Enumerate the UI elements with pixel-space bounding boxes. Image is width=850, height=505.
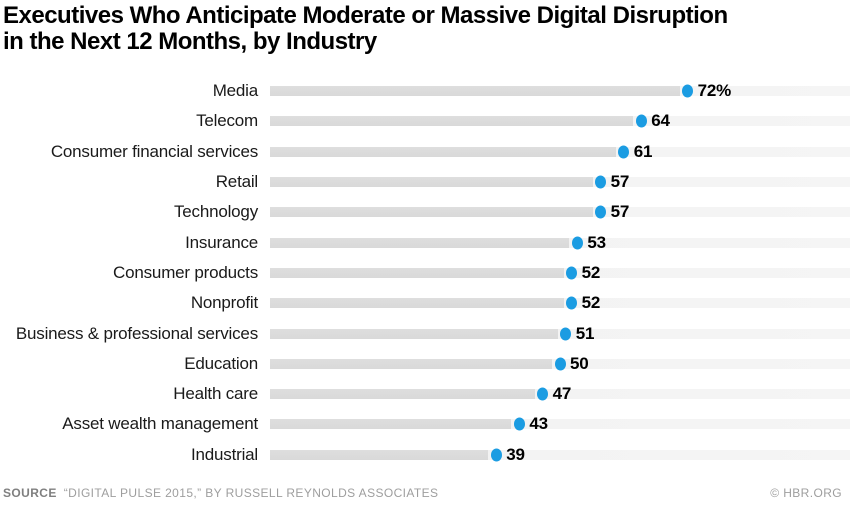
row-label: Telecom xyxy=(196,111,258,131)
bar-area: 72% xyxy=(270,76,850,106)
data-point-dot xyxy=(566,296,578,310)
bar-area: 64 xyxy=(270,106,850,136)
bar-area: 47 xyxy=(270,379,850,409)
bar-fill xyxy=(270,358,552,369)
bar-track xyxy=(270,419,850,430)
data-point-dot xyxy=(566,266,578,280)
data-point-dot xyxy=(554,357,566,371)
bar-fill xyxy=(270,328,558,339)
chart-row: Consumer products 52 xyxy=(0,258,850,288)
bar-area: 61 xyxy=(270,137,850,167)
bar-fill xyxy=(270,419,512,430)
chart-row: Insurance 53 xyxy=(0,227,850,257)
chart-rows: Media 72% Telecom 64 Consumer financial … xyxy=(0,76,850,470)
source-text: “DIGITAL PULSE 2015,” BY RUSSELL REYNOLD… xyxy=(63,486,439,500)
bar-fill xyxy=(270,237,570,248)
chart-row: Telecom 64 xyxy=(0,106,850,136)
value-label: 51 xyxy=(575,323,595,343)
data-point-dot xyxy=(618,145,630,159)
row-label: Insurance xyxy=(185,232,258,252)
row-label: Retail xyxy=(215,172,258,192)
data-point-dot xyxy=(595,175,607,189)
data-point-dot xyxy=(595,205,607,219)
value-label: 57 xyxy=(610,202,630,222)
source-line: SOURCE “DIGITAL PULSE 2015,” BY RUSSELL R… xyxy=(3,486,438,500)
row-label: Nonprofit xyxy=(190,293,258,313)
bar-area: 52 xyxy=(270,288,850,318)
data-point-dot xyxy=(513,417,525,431)
bar-fill xyxy=(270,86,680,97)
chart-row: Consumer financial services 61 xyxy=(0,137,850,167)
data-point-dot xyxy=(490,448,502,462)
bar-area: 57 xyxy=(270,167,850,197)
data-point-dot xyxy=(537,387,549,401)
row-label: Consumer products xyxy=(113,262,258,282)
bar-fill xyxy=(270,207,593,218)
bar-fill xyxy=(270,267,564,278)
footer: SOURCE “DIGITAL PULSE 2015,” BY RUSSELL R… xyxy=(3,486,842,500)
row-label: Asset wealth management xyxy=(62,414,258,434)
chart-row: Health care 47 xyxy=(0,379,850,409)
bar-fill xyxy=(270,177,593,188)
bar-area: 43 xyxy=(270,409,850,439)
bar-area: 53 xyxy=(270,227,850,257)
bar-fill xyxy=(270,146,616,157)
chart-row: Education 50 xyxy=(0,349,850,379)
value-label: 47 xyxy=(552,384,572,404)
value-label: 53 xyxy=(587,232,606,252)
bar-fill xyxy=(270,116,634,127)
row-label: Technology xyxy=(173,202,258,222)
credit-text: © HBR.ORG xyxy=(770,486,842,500)
chart-row: Industrial 39 xyxy=(0,440,850,470)
row-label: Business & professional services xyxy=(15,323,258,343)
data-point-dot xyxy=(560,327,572,341)
value-label: 57 xyxy=(610,172,630,192)
bar-area: 51 xyxy=(270,318,850,348)
row-label: Industrial xyxy=(191,444,258,464)
bar-track xyxy=(270,328,850,339)
chart-row: Technology 57 xyxy=(0,197,850,227)
data-point-dot xyxy=(635,114,647,128)
data-point-dot xyxy=(571,236,583,250)
value-label: 72% xyxy=(697,81,732,101)
bar-fill xyxy=(270,389,535,400)
source-label: SOURCE xyxy=(3,486,57,500)
value-label: 43 xyxy=(529,414,548,434)
bar-area: 39 xyxy=(270,440,850,470)
bar-track xyxy=(270,449,850,460)
bar-track xyxy=(270,389,850,400)
value-label: 39 xyxy=(506,444,525,464)
chart-row: Media 72% xyxy=(0,76,850,106)
value-label: 52 xyxy=(581,262,601,282)
row-label: Education xyxy=(184,353,258,373)
value-label: 64 xyxy=(651,111,670,131)
bar-area: 50 xyxy=(270,349,850,379)
chart-title: Executives Who Anticipate Moderate or Ma… xyxy=(3,2,728,55)
row-label: Health care xyxy=(173,384,258,404)
chart-row: Asset wealth management 43 xyxy=(0,409,850,439)
bar-fill xyxy=(270,449,489,460)
value-label: 50 xyxy=(570,353,589,373)
row-label: Consumer financial services xyxy=(50,141,258,161)
value-label: 52 xyxy=(581,293,601,313)
bar-area: 52 xyxy=(270,258,850,288)
data-point-dot xyxy=(682,84,694,98)
value-label: 61 xyxy=(633,141,653,161)
row-label: Media xyxy=(212,81,259,101)
bar-fill xyxy=(270,298,564,309)
chart-row: Retail 57 xyxy=(0,167,850,197)
chart-row: Nonprofit 52 xyxy=(0,288,850,318)
bar-area: 57 xyxy=(270,197,850,227)
chart-row: Business & professional services 51 xyxy=(0,318,850,348)
